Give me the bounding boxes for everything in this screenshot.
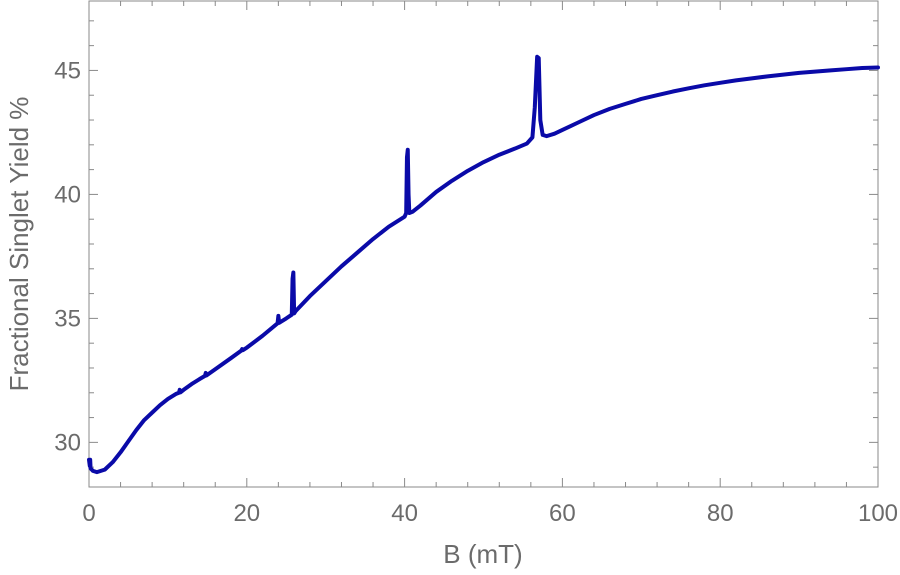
singlet-yield-series-line bbox=[87, 54, 880, 475]
x-axis-label: B (mT) bbox=[443, 539, 522, 569]
x-tick-label: 20 bbox=[233, 500, 260, 527]
tick-labels: 0 20 40 60 80 100 30 35 40 45 bbox=[54, 57, 898, 527]
tick-marks bbox=[88, 1, 879, 487]
plot-frame bbox=[88, 0, 879, 488]
x-tick-label: 0 bbox=[82, 500, 95, 527]
y-tick-label: 30 bbox=[54, 429, 81, 456]
x-tick-label: 60 bbox=[549, 500, 576, 527]
x-tick-label: 80 bbox=[707, 500, 734, 527]
y-tick-label: 35 bbox=[54, 305, 81, 332]
y-axis-label: Fractional Singlet Yield % bbox=[4, 97, 34, 392]
y-tick-label: 40 bbox=[54, 181, 81, 208]
y-tick-label: 45 bbox=[54, 57, 81, 84]
x-tick-label: 100 bbox=[858, 500, 898, 527]
x-tick-label: 40 bbox=[391, 500, 418, 527]
